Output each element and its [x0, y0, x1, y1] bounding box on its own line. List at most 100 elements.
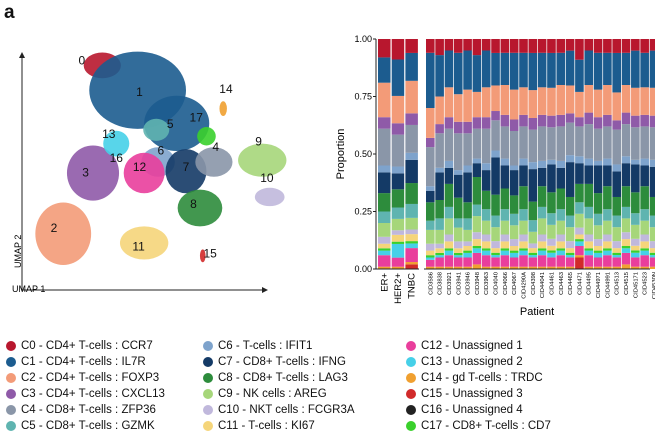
patient-segment-c2 — [649, 87, 655, 116]
patient-segment-c0 — [528, 39, 538, 53]
patient-segment-c4 — [463, 133, 472, 166]
y-tick-label: 0.25 — [354, 207, 372, 217]
patient-segment-c10 — [621, 232, 631, 240]
patient-segment-c4 — [481, 128, 491, 164]
patient-segment-c10 — [444, 234, 454, 242]
patient-segment-c10 — [565, 241, 575, 249]
patient-bar-10 — [519, 39, 528, 269]
patient-segment-c13 — [481, 250, 491, 256]
umap-label-13: 13 — [102, 127, 116, 141]
patient-segment-c7 — [509, 170, 519, 196]
patient-segment-c8 — [500, 188, 510, 210]
patient-segment-c8 — [547, 192, 556, 214]
group-segment-c3 — [378, 117, 391, 129]
patient-segment-c13 — [640, 250, 649, 256]
patient-segment-c9 — [612, 227, 621, 242]
umap-label-16: 16 — [110, 151, 124, 165]
patient-segment-c3 — [453, 121, 463, 134]
patient-bar-8 — [500, 39, 510, 269]
patient-segment-c5 — [537, 206, 547, 219]
legend-label: C14 - gd T-cells : TRDC — [421, 372, 543, 384]
patient-segment-c10 — [547, 238, 556, 246]
legend-swatch — [203, 357, 213, 367]
group-segment-c9 — [378, 223, 391, 237]
group-segment-c8 — [391, 189, 405, 208]
patient-segment-c8 — [537, 186, 547, 207]
group-segment-c11 — [405, 234, 418, 242]
group-segment-c9 — [391, 218, 405, 231]
patient-segment-c7 — [612, 171, 621, 197]
patient-segment-c11 — [509, 246, 519, 251]
umap-cluster-c4-8 — [195, 147, 233, 177]
patient-segment-c12 — [509, 257, 519, 267]
patient-segment-c4 — [453, 133, 463, 171]
patient-segment-c3 — [435, 124, 444, 134]
patient-segment-c10 — [640, 234, 649, 242]
patient-segment-c6 — [631, 159, 640, 165]
patient-segment-c3 — [640, 114, 649, 127]
patient-segment-c12 — [565, 257, 575, 267]
group-tick-label: HER2+ — [393, 273, 404, 304]
patient-segment-c6 — [444, 160, 454, 168]
patient-segment-c0 — [509, 39, 519, 53]
patient-segment-c17 — [565, 252, 575, 256]
patient-segment-c2 — [584, 85, 594, 113]
patient-segment-c2 — [593, 89, 603, 118]
patient-segment-c0 — [481, 39, 491, 51]
patient-bar-9 — [509, 39, 519, 269]
patient-segment-c4 — [603, 126, 612, 159]
patient-segment-c11 — [472, 239, 482, 246]
umap-cluster-c14-16 — [219, 101, 227, 116]
patient-segment-c11 — [621, 239, 631, 246]
patient-segment-c3 — [444, 117, 454, 129]
patient-segment-c8 — [444, 183, 454, 207]
umap-label-14: 14 — [219, 82, 233, 96]
patient-tick-label: CID44991 — [605, 272, 611, 298]
legend-label: C3 - CD4+ T-cells : CXCL13 — [21, 388, 165, 400]
patient-segment-c1 — [435, 55, 444, 97]
patient-segment-c5 — [575, 202, 584, 214]
patient-segment-c4 — [528, 129, 538, 163]
patient-segment-c1 — [621, 52, 631, 85]
patient-segment-c10 — [649, 241, 655, 249]
umap-x-axis-label: UMAP 1 — [12, 284, 45, 294]
patient-segment-c17 — [603, 248, 612, 251]
patient-segment-c2 — [640, 87, 649, 115]
y-axis-ticks: 0.00 0.25 0.50 0.75 1.00 — [354, 34, 376, 274]
group-segment-c0 — [378, 39, 391, 58]
patient-segment-c4 — [426, 147, 435, 187]
patient-tick-label: CID4461 — [549, 272, 555, 295]
patient-segment-c0 — [584, 39, 594, 51]
group-segment-c17 — [405, 241, 418, 244]
patient-segment-c0 — [472, 39, 482, 56]
legend-label: C2 - CD4+ T-cells : FOXP3 — [21, 372, 160, 384]
umap-cluster-c3-4 — [66, 145, 120, 201]
patient-segment-c5 — [509, 213, 519, 226]
legend-swatch — [6, 421, 16, 431]
patient-segment-c17 — [453, 252, 463, 256]
patient-segment-c8 — [453, 197, 463, 219]
patient-segment-c6 — [621, 156, 631, 164]
patient-segment-c5 — [649, 215, 655, 228]
patient-segment-c11 — [631, 245, 640, 251]
patient-segment-c1 — [575, 59, 584, 92]
group-segment-c6 — [405, 152, 418, 160]
patient-segment-c4 — [500, 126, 510, 159]
patient-segment-c14 — [500, 266, 510, 269]
patient-segment-c14 — [472, 264, 482, 269]
umap-label-10: 10 — [260, 171, 274, 185]
patient-tick-label: CID4067 — [512, 272, 518, 295]
patient-segment-c7 — [500, 165, 510, 189]
patient-segment-c5 — [519, 209, 528, 221]
patient-bar-17 — [584, 39, 594, 269]
patient-segment-c2 — [453, 94, 463, 122]
y-tick-label: 1.00 — [354, 34, 372, 44]
patient-segment-c8 — [649, 196, 655, 216]
patient-bar-21 — [621, 39, 631, 269]
patient-segment-c11 — [481, 241, 491, 249]
legend-swatch — [406, 373, 416, 383]
patient-segment-c6 — [463, 165, 472, 173]
patient-segment-c12 — [528, 257, 538, 267]
